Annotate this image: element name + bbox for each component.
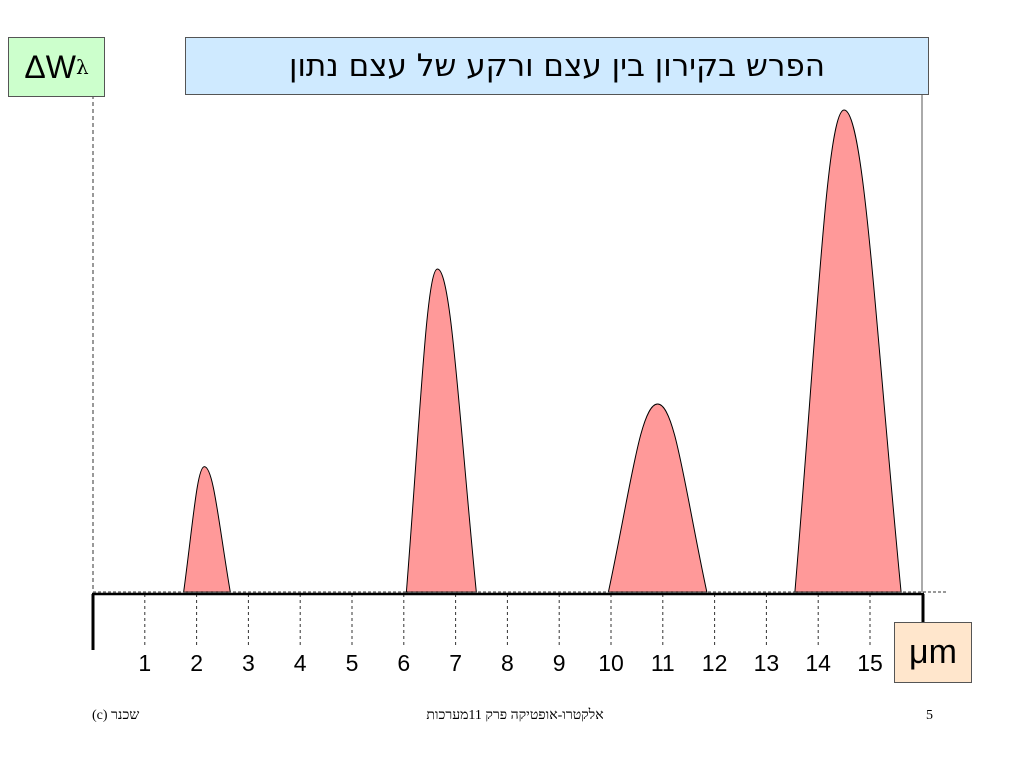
x-axis-label: μm <box>894 622 972 683</box>
page-number: 5 <box>926 708 933 723</box>
y-axis-label-main: ΔW <box>24 48 76 85</box>
x-tick-label: 5 <box>346 650 359 676</box>
x-tick-label: 9 <box>553 650 566 676</box>
peak-1 <box>183 466 231 593</box>
x-tick-label: 15 <box>857 650 883 676</box>
x-tick-label: 8 <box>501 650 514 676</box>
footer-copyright: שכנר (c) <box>92 708 140 723</box>
peak-3 <box>607 403 708 593</box>
x-tick-labels: 1 2 3 4 5 6 7 8 9 10 11 12 13 14 15 <box>138 650 882 676</box>
footer-course-title: אלקטרו-אופטיקה פרק 11מערכות <box>426 708 604 723</box>
x-tick-label: 3 <box>242 650 255 676</box>
x-tick-label: 12 <box>702 650 728 676</box>
x-tick-label: 1 <box>138 650 151 676</box>
x-tick-label: 2 <box>190 650 203 676</box>
y-axis-label-subscript: λ <box>75 55 89 79</box>
x-tick-label: 7 <box>449 650 462 676</box>
x-tick-label: 13 <box>754 650 780 676</box>
x-tick-label: 6 <box>397 650 410 676</box>
axes <box>91 95 946 650</box>
tick-gridlines <box>144 594 871 648</box>
y-axis-label: ΔW λ <box>8 37 105 97</box>
x-tick-label: 4 <box>294 650 307 676</box>
peak-2 <box>405 268 477 593</box>
x-tick-label: 14 <box>805 650 831 676</box>
peak-4 <box>794 109 902 593</box>
chart-title: הפרש בקירון בין עצם ורקע של עצם נתון <box>185 37 929 95</box>
x-tick-label: 10 <box>598 650 624 676</box>
x-tick-label: 11 <box>651 650 675 676</box>
peaks <box>183 109 902 593</box>
